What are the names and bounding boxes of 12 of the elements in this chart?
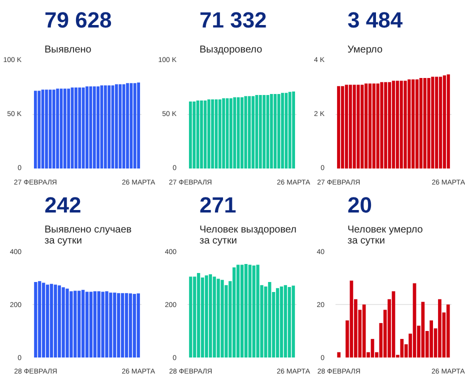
chart-title: 20: [348, 192, 372, 218]
chart-subtitle: Выявлено: [44, 44, 92, 56]
chart-title: 271: [200, 192, 236, 218]
chart-subtitle: Выявлено случаев за сутки: [44, 224, 132, 246]
chart-subtitle: Умерло: [348, 44, 384, 56]
chart-title: 79 628: [44, 8, 112, 32]
chart-subtitle: Выздоровело: [200, 44, 263, 56]
chart-title: 3 484: [348, 8, 404, 32]
chart-subtitle: Человек выздоровел за сутки: [200, 224, 297, 246]
chart-subtitle: Человек умерло за сутки: [348, 224, 424, 246]
chart-title: 242: [44, 192, 82, 218]
chart-title: 71 332: [200, 8, 267, 32]
